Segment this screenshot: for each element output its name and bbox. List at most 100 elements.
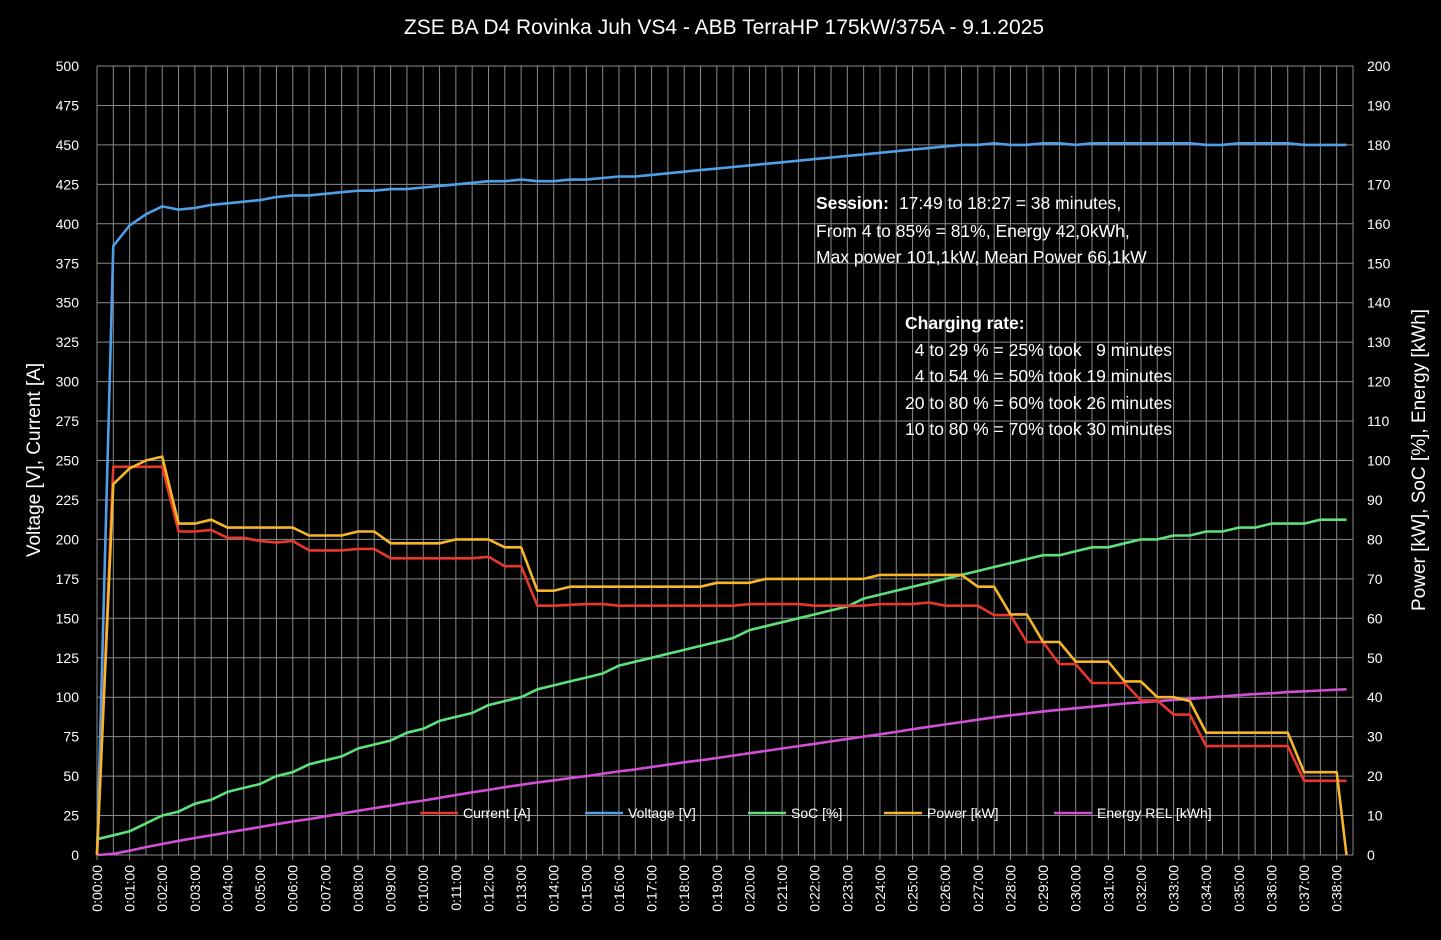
session-label: Session: (816, 193, 889, 213)
right-tick-label: 160 (1367, 216, 1391, 232)
x-tick-label: 0:16:00 (611, 865, 627, 912)
left-tick-label: 25 (63, 808, 79, 824)
legend-label-soc: SoC [%] (791, 805, 842, 821)
x-tick-label: 0:19:00 (709, 865, 725, 912)
right-tick-label: 40 (1367, 689, 1383, 705)
right-tick-label: 90 (1367, 492, 1383, 508)
grid-lines (96, 65, 1354, 856)
x-tick-label: 0:23:00 (839, 865, 855, 912)
charging-rate-line-2: 4 to 54 % = 50% took 19 minutes (905, 366, 1172, 386)
voltage-v-line (95, 142, 1347, 856)
x-tick-label: 0:35:00 (1231, 865, 1247, 912)
right-tick-label: 180 (1367, 137, 1391, 153)
left-tick-label: 100 (56, 689, 80, 705)
left-tick-label: 400 (56, 216, 80, 232)
right-tick-label: 140 (1367, 295, 1391, 311)
charging-rate-line-1: 4 to 29 % = 25% took 9 minutes (905, 340, 1172, 360)
session-info-box: Session: 17:49 to 18:27 = 38 minutes, Fro… (816, 193, 1147, 267)
x-tick-label: 0:37:00 (1296, 865, 1312, 912)
left-tick-label: 375 (56, 255, 80, 271)
x-tick-label: 0:32:00 (1133, 865, 1149, 912)
right-tick-label: 130 (1367, 334, 1391, 350)
left-tick-label: 300 (56, 374, 80, 390)
x-tick-label: 0:15:00 (578, 865, 594, 912)
right-y-axis-ticks: 0 10 20 30 40 50 60 70 80 90 100 110 120 130 140 150 160… (1367, 58, 1391, 863)
right-tick-label: 60 (1367, 610, 1383, 626)
x-tick-label: 0:08:00 (350, 865, 366, 912)
left-tick-label: 50 (63, 768, 79, 784)
right-tick-label: 20 (1367, 768, 1383, 784)
x-tick-label: 0:34:00 (1198, 865, 1214, 912)
x-tick-label: 0:12:00 (480, 865, 496, 912)
chart-title: ZSE BA D4 Rovinka Juh VS4 - ABB TerraHP … (404, 16, 1044, 39)
series-lines (95, 142, 1348, 857)
x-tick-label: 0:00:00 (89, 865, 105, 912)
right-tick-label: 110 (1367, 413, 1390, 429)
x-tick-label: 0:27:00 (970, 865, 986, 912)
x-tick-label: 0:33:00 (1166, 865, 1182, 912)
left-tick-label: 75 (63, 729, 79, 745)
right-tick-label: 200 (1367, 58, 1391, 74)
x-tick-label: 0:09:00 (383, 865, 399, 912)
right-tick-label: 0 (1367, 847, 1375, 863)
left-tick-label: 200 (56, 531, 80, 547)
x-tick-label: 0:22:00 (807, 865, 823, 912)
left-tick-label: 175 (56, 571, 80, 587)
left-y-axis-ticks: 0 25 50 75 100 125 150 175 200 225 250 275 300 325 350… (56, 58, 80, 863)
x-tick-label: 0:30:00 (1068, 865, 1084, 912)
right-tick-label: 30 (1367, 729, 1383, 745)
x-tick-label: 0:07:00 (317, 865, 333, 912)
x-tick-label: 0:13:00 (513, 865, 529, 912)
left-tick-label: 225 (56, 492, 80, 508)
left-tick-label: 0 (71, 847, 79, 863)
left-tick-label: 500 (56, 58, 80, 74)
current-a-line (95, 465, 1347, 856)
left-tick-label: 125 (56, 650, 80, 666)
legend-label-power-kw: Power [kW] (927, 805, 999, 821)
x-tick-label: 0:11:00 (448, 865, 464, 911)
charging-rate-line-4: 10 to 80 % = 70% took 30 minutes (905, 419, 1172, 439)
x-tick-label: 0:05:00 (252, 865, 268, 912)
left-tick-label: 475 (56, 97, 80, 113)
x-tick-label: 0:01:00 (122, 865, 138, 912)
right-y-axis-title: Power [kW], SoC [%], Energy [kWh] (1409, 309, 1430, 611)
right-tick-label: 190 (1367, 97, 1391, 113)
x-tick-label: 0:06:00 (285, 865, 301, 912)
x-tick-label: 0:04:00 (219, 865, 235, 912)
right-tick-label: 50 (1367, 650, 1383, 666)
right-tick-label: 150 (1367, 255, 1391, 271)
session-line-2: From 4 to 85% = 81%, Energy 42,0kWh, (816, 221, 1130, 241)
x-tick-label: 0:21:00 (774, 865, 790, 912)
x-tick-label: 0:14:00 (546, 865, 562, 912)
right-tick-label: 120 (1367, 374, 1391, 390)
right-tick-label: 80 (1367, 531, 1383, 547)
x-tick-label: 0:20:00 (741, 865, 757, 912)
left-tick-label: 250 (56, 453, 80, 469)
charging-rate-box: Charging rate: 4 to 29 % = 25% took 9 mi… (905, 313, 1172, 439)
legend-label-voltage-v: Voltage [V] (628, 805, 696, 821)
x-tick-label: 0:26:00 (937, 865, 953, 912)
x-tick-label: 0:18:00 (676, 865, 692, 912)
legend: Current [A] Voltage [V] SoC [%] Power [kW] E… (420, 805, 1212, 821)
x-tick-label: 0:17:00 (644, 865, 660, 912)
session-line-3: Max power 101,1kW, Mean Power 66,1kW (816, 247, 1147, 267)
charging-rate-line-3: 20 to 80 % = 60% took 26 minutes (905, 393, 1172, 413)
x-axis-ticks: 0:00:00 0:01:00 0:02:00 0:03:00 0:04:00 0:05:… (89, 855, 1345, 912)
session-time: 17:49 to 18:27 = 38 minutes, (899, 193, 1121, 213)
right-tick-label: 170 (1367, 176, 1391, 192)
power-kw-line (95, 455, 1348, 856)
left-tick-label: 425 (56, 176, 80, 192)
energy-rel-kwh-line (96, 688, 1347, 857)
x-tick-label: 0:36:00 (1263, 865, 1279, 912)
left-tick-label: 350 (56, 295, 80, 311)
charging-rate-heading: Charging rate: (905, 313, 1025, 333)
left-tick-label: 450 (56, 137, 80, 153)
x-tick-label: 0:28:00 (1002, 865, 1018, 912)
legend-label-current-a: Current [A] (463, 805, 531, 821)
x-tick-label: 0:03:00 (187, 865, 203, 912)
x-tick-label: 0:29:00 (1035, 865, 1051, 912)
x-tick-label: 0:02:00 (154, 865, 170, 912)
